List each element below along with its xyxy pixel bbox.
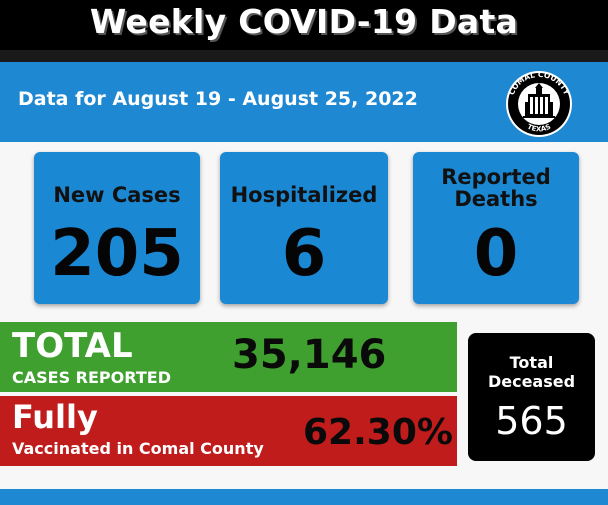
- hospitalized-label: Hospitalized: [230, 183, 378, 207]
- total-cases-value: 35,146: [232, 332, 387, 378]
- new-cases-value: 205: [50, 217, 184, 291]
- title-bar: [0, 0, 608, 50]
- reported-deaths-value: 0: [473, 217, 519, 291]
- reported-deaths-label-line1: Reported: [441, 165, 551, 189]
- page-title: Weekly COVID-19 Data: [89, 2, 519, 41]
- bottom-band: [0, 489, 608, 505]
- reported-deaths-label-line2: Deaths: [454, 187, 538, 211]
- deceased-label-line2: Deceased: [487, 372, 576, 391]
- vaccinated-subheading: Vaccinated in Comal County: [12, 439, 264, 458]
- reported-deaths-card: Reported Deaths 0: [413, 152, 579, 304]
- date-range: Data for August 19 - August 25, 2022: [18, 88, 418, 110]
- total-deceased-box: Total Deceased 565: [468, 333, 595, 461]
- deceased-value: 565: [495, 399, 568, 443]
- seal-bottom-text: TEXAS: [526, 123, 552, 134]
- vaccinated-banner: [0, 396, 457, 466]
- comal-county-seal-icon: COMAL COUNTY TEXAS: [506, 70, 572, 137]
- deceased-label-line1: Total: [509, 353, 554, 372]
- new-cases-label: New Cases: [53, 183, 181, 207]
- hospitalized-value: 6: [281, 217, 327, 291]
- vaccinated-heading: Fully: [12, 398, 98, 436]
- total-heading: TOTAL: [12, 326, 133, 366]
- total-cases-banner: [0, 322, 457, 392]
- total-subheading: CASES REPORTED: [12, 368, 171, 387]
- new-cases-card: New Cases 205: [34, 152, 200, 304]
- vaccinated-value: 62.30%: [303, 412, 453, 453]
- hospitalized-card: Hospitalized 6: [220, 152, 388, 304]
